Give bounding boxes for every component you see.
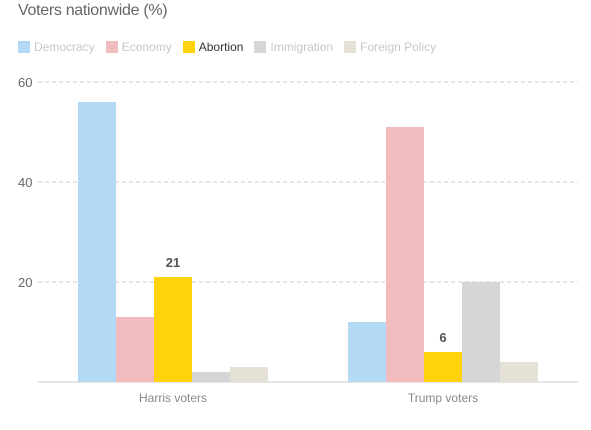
y-tick-label: 20 <box>18 275 32 290</box>
chart-title: Voters nationwide (%) <box>18 2 168 19</box>
legend-swatch <box>18 41 30 53</box>
bar-economy-trump-voters <box>386 127 424 382</box>
y-tick-label: 40 <box>18 175 32 190</box>
bar-foreign-policy-harris-voters <box>230 367 268 382</box>
bar-democracy-trump-voters <box>348 322 386 382</box>
x-tick-label: Harris voters <box>139 391 207 405</box>
bar-abortion-trump-voters <box>424 352 462 382</box>
legend-label: Abortion <box>198 40 244 54</box>
legend-item-immigration[interactable]: Immigration <box>254 40 333 54</box>
bar-immigration-trump-voters <box>462 282 500 382</box>
data-label: 21 <box>166 255 180 270</box>
legend-item-democracy[interactable]: Democracy <box>18 40 95 54</box>
bar-immigration-harris-voters <box>192 372 230 382</box>
legend-label: Economy <box>121 40 172 54</box>
bar-foreign-policy-trump-voters <box>500 362 538 382</box>
legend-label: Foreign Policy <box>360 40 437 54</box>
legend-item-foreign-policy[interactable]: Foreign Policy <box>344 40 436 54</box>
legend-swatch <box>182 41 195 53</box>
legend: Democracy Economy Abortion Immigration Forei… <box>18 40 447 54</box>
data-label: 6 <box>439 330 446 345</box>
legend-item-economy[interactable]: Economy <box>105 40 172 54</box>
legend-swatch <box>105 41 118 53</box>
legend-swatch <box>254 41 267 53</box>
x-tick-label: Trump voters <box>408 391 478 405</box>
legend-swatch <box>344 41 357 53</box>
bar-democracy-harris-voters <box>78 102 116 382</box>
legend-label: Immigration <box>270 40 334 54</box>
y-tick-label: 60 <box>18 75 32 90</box>
legend-label: Democracy <box>34 40 95 54</box>
bar-abortion-harris-voters <box>154 277 192 382</box>
legend-item-abortion[interactable]: Abortion <box>182 40 244 54</box>
bar-economy-harris-voters <box>116 317 154 382</box>
